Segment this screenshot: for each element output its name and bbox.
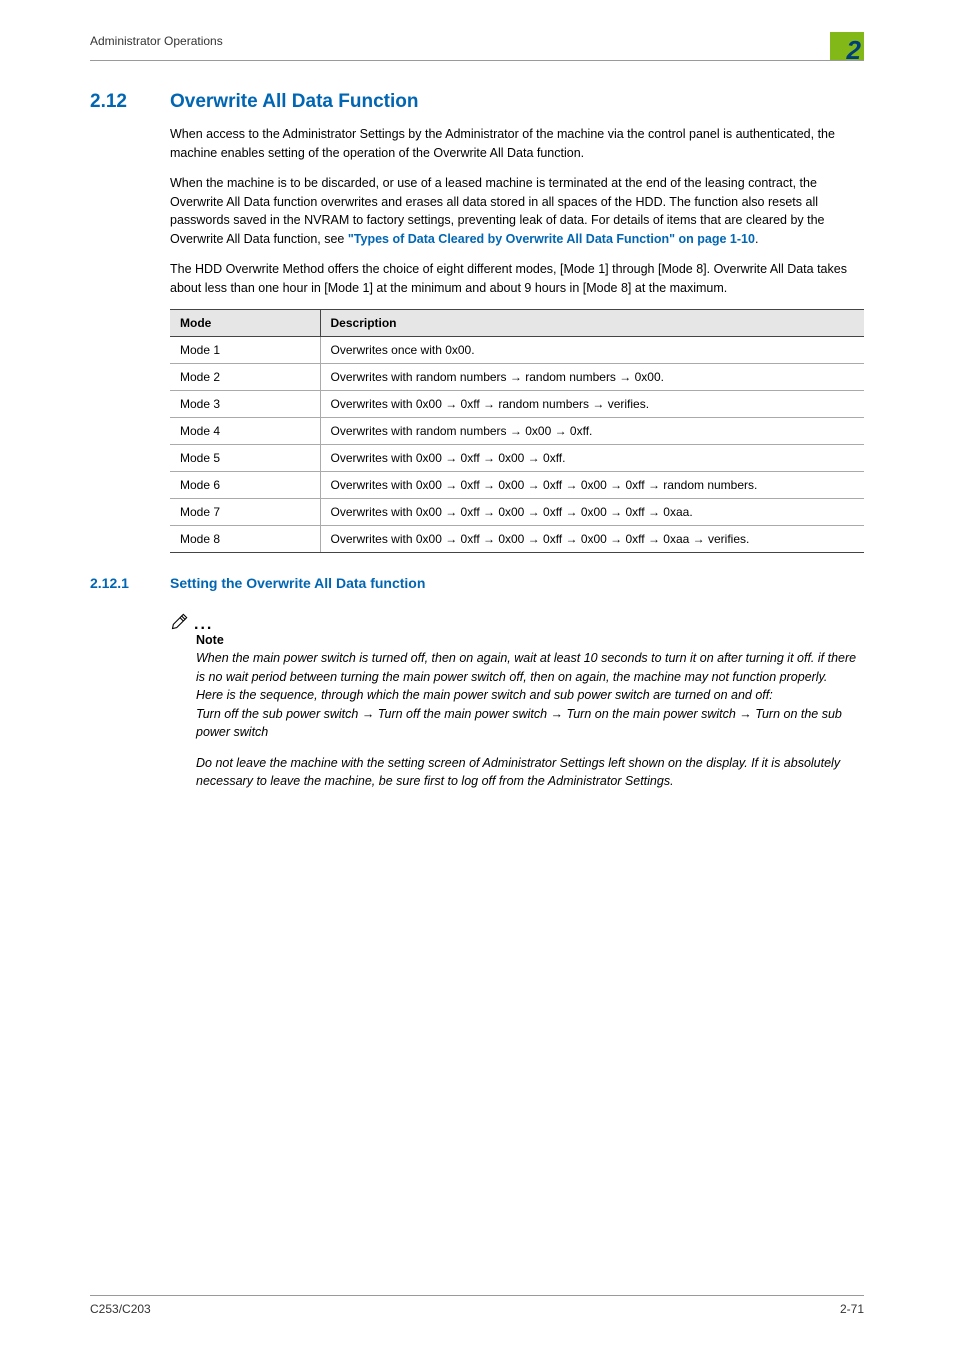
table-cell-desc: Overwrites with random numbers → random … bbox=[320, 364, 864, 391]
note-paragraph-1: When the main power switch is turned off… bbox=[196, 649, 864, 686]
table-cell-mode: Mode 3 bbox=[170, 391, 320, 418]
heading-sub-number: 2.12.1 bbox=[90, 575, 148, 591]
footer-page-number: 2-71 bbox=[840, 1302, 864, 1316]
pencil-icon bbox=[170, 611, 190, 631]
heading-sub: 2.12.1 Setting the Overwrite All Data fu… bbox=[90, 575, 864, 591]
note-icon-row: ... bbox=[170, 611, 864, 631]
table-cell-desc: Overwrites with random numbers → 0x00 → … bbox=[320, 418, 864, 445]
table-row: Mode 1 Overwrites once with 0x00. bbox=[170, 337, 864, 364]
footer-rule bbox=[90, 1295, 864, 1296]
table-cell-mode: Mode 8 bbox=[170, 526, 320, 553]
table-cell-desc: Overwrites with 0x00 → 0xff → 0x00 → 0xf… bbox=[320, 526, 864, 553]
table-cell-mode: Mode 4 bbox=[170, 418, 320, 445]
table-cell-desc: Overwrites with 0x00 → 0xff → 0x00 → 0xf… bbox=[320, 499, 864, 526]
heading-main: 2.12 Overwrite All Data Function bbox=[90, 91, 864, 113]
table-row: Mode 2 Overwrites with random numbers → … bbox=[170, 364, 864, 391]
table-header-mode: Mode bbox=[170, 310, 320, 337]
table-cell-desc: Overwrites once with 0x00. bbox=[320, 337, 864, 364]
table-cell-desc: Overwrites with 0x00 → 0xff → 0x00 → 0xf… bbox=[320, 472, 864, 499]
heading-sub-text: Setting the Overwrite All Data function bbox=[170, 575, 425, 591]
note-dots: ... bbox=[194, 621, 213, 629]
table-cell-desc: Overwrites with 0x00 → 0xff → random num… bbox=[320, 391, 864, 418]
table-row: Mode 3 Overwrites with 0x00 → 0xff → ran… bbox=[170, 391, 864, 418]
table-row: Mode 7 Overwrites with 0x00 → 0xff → 0x0… bbox=[170, 499, 864, 526]
page-header: Administrator Operations 2 bbox=[90, 32, 864, 66]
footer-row: C253/C203 2-71 bbox=[90, 1302, 864, 1316]
modes-table: Mode Description Mode 1 Overwrites once … bbox=[170, 309, 864, 553]
table-row: Mode 8 Overwrites with 0x00 → 0xff → 0x0… bbox=[170, 526, 864, 553]
note-block: ... Note When the main power switch is t… bbox=[170, 611, 864, 791]
table-cell-mode: Mode 7 bbox=[170, 499, 320, 526]
chapter-number: 2 bbox=[847, 35, 861, 66]
paragraph-2-post: . bbox=[755, 232, 758, 246]
heading-main-number: 2.12 bbox=[90, 91, 148, 113]
note-paragraph-3: Turn off the sub power switch → Turn off… bbox=[196, 705, 864, 742]
note-paragraph-4: Do not leave the machine with the settin… bbox=[196, 754, 864, 791]
table-row: Mode 4 Overwrites with random numbers → … bbox=[170, 418, 864, 445]
table-cell-mode: Mode 6 bbox=[170, 472, 320, 499]
cross-reference-link[interactable]: "Types of Data Cleared by Overwrite All … bbox=[348, 232, 755, 246]
body-block: When access to the Administrator Setting… bbox=[170, 125, 864, 553]
page: Administrator Operations 2 2.12 Overwrit… bbox=[0, 0, 954, 1350]
paragraph-2: When the machine is to be discarded, or … bbox=[170, 174, 864, 248]
table-header-row: Mode Description bbox=[170, 310, 864, 337]
paragraph-3: The HDD Overwrite Method offers the choi… bbox=[170, 260, 864, 297]
header-section-title: Administrator Operations bbox=[90, 32, 223, 48]
table-cell-mode: Mode 2 bbox=[170, 364, 320, 391]
table-header-description: Description bbox=[320, 310, 864, 337]
note-label: Note bbox=[196, 633, 864, 647]
table-cell-mode: Mode 1 bbox=[170, 337, 320, 364]
table-cell-mode: Mode 5 bbox=[170, 445, 320, 472]
paragraph-1: When access to the Administrator Setting… bbox=[170, 125, 864, 162]
table-row: Mode 5 Overwrites with 0x00 → 0xff → 0x0… bbox=[170, 445, 864, 472]
page-footer: C253/C203 2-71 bbox=[90, 1295, 864, 1316]
chapter-tab: 2 bbox=[830, 32, 864, 60]
note-paragraph-2: Here is the sequence, through which the … bbox=[196, 686, 864, 705]
table-cell-desc: Overwrites with 0x00 → 0xff → 0x00 → 0xf… bbox=[320, 445, 864, 472]
heading-main-text: Overwrite All Data Function bbox=[170, 91, 418, 113]
footer-model: C253/C203 bbox=[90, 1302, 151, 1316]
table-row: Mode 6 Overwrites with 0x00 → 0xff → 0x0… bbox=[170, 472, 864, 499]
